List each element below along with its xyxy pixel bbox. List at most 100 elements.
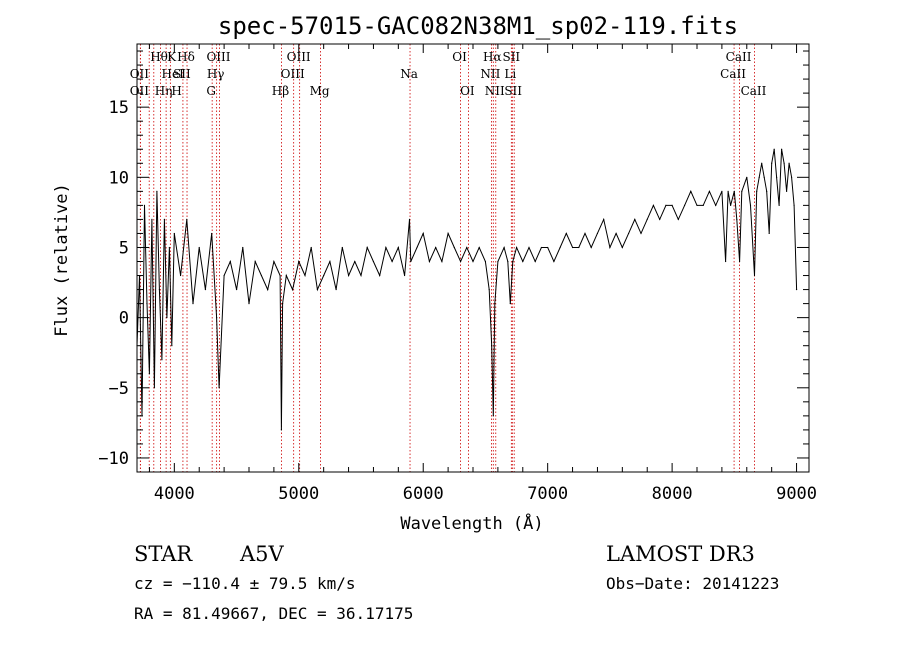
line-label-1: Hθ <box>150 50 168 64</box>
spectrum-point <box>291 288 294 291</box>
spectrum-point <box>741 190 743 192</box>
spectrum-point <box>260 274 263 277</box>
spectrum-point <box>416 246 418 249</box>
y-tick-label: 10 <box>109 168 129 188</box>
spectrum-point <box>453 246 455 249</box>
y-axis-ticks: −10 −5 0 5 10 15 <box>98 50 809 469</box>
spectrum-point <box>372 260 375 263</box>
spectrum-point <box>171 345 173 347</box>
x-axis-label: Wavelength (Å) <box>400 512 543 534</box>
x-tick-label: 7000 <box>527 484 568 504</box>
spectrum-point <box>753 274 756 277</box>
spectrum-point <box>758 176 760 178</box>
spectrum-point <box>646 218 648 221</box>
spectrum-point <box>781 148 783 150</box>
x-tick-label: 8000 <box>652 484 693 504</box>
spectrum-point <box>627 232 630 235</box>
spectrum-point <box>578 246 580 249</box>
spectrum-point <box>304 274 306 277</box>
spectrum-point <box>590 246 592 249</box>
spectrum-point <box>609 246 611 249</box>
spectrum-point <box>403 274 406 277</box>
spectrum-point <box>738 260 741 263</box>
x-tick-label: 6000 <box>403 484 444 504</box>
spectrum-point <box>158 288 160 291</box>
spectrum-point <box>204 288 207 291</box>
spectrum-point <box>282 303 284 305</box>
spectrum-point <box>771 162 773 164</box>
line-label-6: H <box>171 84 181 98</box>
spectrum-point <box>316 288 319 291</box>
spectrum-point <box>659 218 661 221</box>
spectrum-point <box>466 246 468 249</box>
emission-line-markers <box>139 44 755 472</box>
plot-frame <box>136 43 810 473</box>
spectrum-series <box>136 148 798 431</box>
spectrum-point <box>156 190 158 192</box>
spectrum-point <box>447 232 449 235</box>
spectrum-point <box>163 218 165 221</box>
spectrum-point <box>715 204 717 206</box>
spectrum-point <box>795 288 798 291</box>
spectrum-point <box>488 288 490 291</box>
line-label-7: SII <box>173 67 191 81</box>
spectrum-point <box>596 232 599 235</box>
spectrum-point <box>366 246 368 249</box>
spectrum-point <box>634 218 636 221</box>
line-label-19: Hα <box>483 50 502 64</box>
spectrum-point <box>571 246 574 249</box>
spectrum-point <box>166 317 168 319</box>
line-label-5: K <box>167 50 177 64</box>
spectrum-point <box>584 232 586 235</box>
spectrum-point <box>151 218 153 221</box>
line-label-10: Hγ <box>207 67 225 81</box>
x-tick-label: 5000 <box>278 484 319 504</box>
y-tick-label: 5 <box>119 238 129 258</box>
spectrum-point <box>773 148 775 150</box>
spectrum-point <box>478 246 480 249</box>
spectrum-point <box>323 274 325 277</box>
line-label-25: CaII <box>726 50 752 64</box>
line-label-22: SII <box>502 50 520 64</box>
spectrum-point <box>285 274 287 277</box>
spectrum-point <box>335 288 337 291</box>
spectrum-point <box>746 176 748 178</box>
spectrum-point <box>173 232 175 235</box>
spectrum-point <box>702 204 704 206</box>
spectrum-point <box>725 260 727 263</box>
spectrum-point <box>497 260 499 263</box>
spectrum-point <box>168 246 170 249</box>
spectrum-point <box>408 218 411 221</box>
line-label-23: Li <box>504 67 516 81</box>
spectrum-point <box>391 260 393 263</box>
spectrum-point <box>763 176 765 178</box>
x-tick-label: 4000 <box>154 484 195 504</box>
spectrum-point <box>507 260 509 263</box>
spectrum-point <box>534 260 536 263</box>
spectrum-point <box>652 204 655 206</box>
line-label-14: OIII <box>281 67 305 81</box>
spectrum-point <box>146 303 148 305</box>
spectrum-point <box>515 246 518 249</box>
spectrum-point <box>528 246 530 249</box>
spectrum-point <box>153 387 156 389</box>
line-label-16: Na <box>400 67 418 81</box>
spectrum-point <box>665 204 667 206</box>
line-label-12: Hβ <box>272 84 289 98</box>
spectrum-point <box>273 260 275 263</box>
y-tick-label: −5 <box>109 379 129 399</box>
line-label-21: NII <box>485 84 505 98</box>
line-label-27: CaII <box>741 84 767 98</box>
spectrum-point <box>721 190 723 192</box>
spectrum-point <box>218 387 220 389</box>
spectrum-point <box>410 260 412 263</box>
x-axis-ticks: 4000 5000 6000 7000 8000 9000 <box>148 44 817 504</box>
spectrum-point <box>494 303 496 305</box>
line-label-8: Hδ <box>177 50 195 64</box>
spectrum-point <box>790 176 793 178</box>
chart-title: spec-57015-GAC082N38M1_sp02-119.fits <box>218 12 738 40</box>
spectrum-point <box>242 246 244 249</box>
spectrum-point <box>768 232 770 235</box>
